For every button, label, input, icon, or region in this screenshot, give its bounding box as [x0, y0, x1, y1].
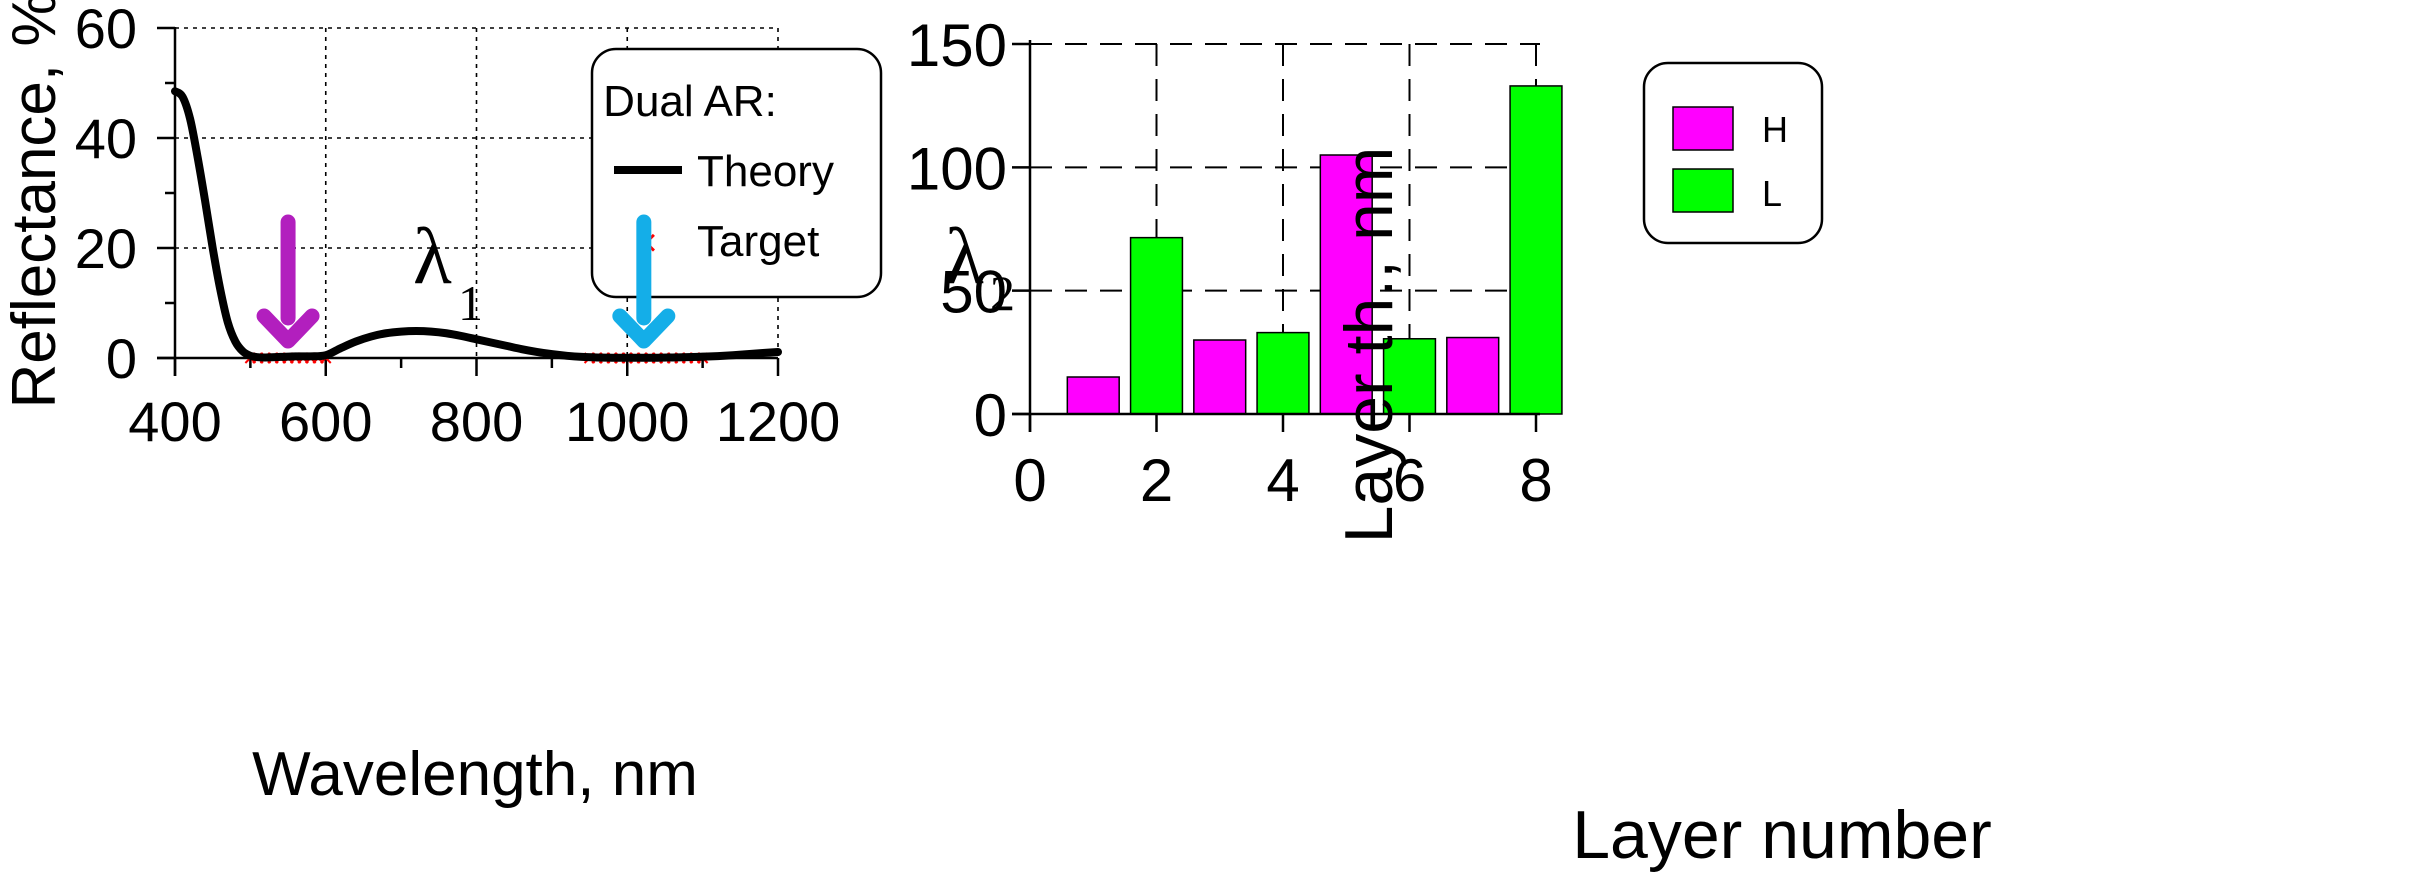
arrow-head: [612, 308, 676, 349]
y-tick-label: 0: [974, 382, 1007, 449]
lambda2-symbol: λ: [945, 213, 984, 301]
x-tick-label: 1200: [716, 390, 841, 453]
reflectance-y-tick-labels: 0 20 40 60: [75, 0, 137, 390]
bar-layer-4: [1256, 331, 1310, 415]
legend-target-label: Target: [697, 217, 819, 266]
y-tick-label: 0: [106, 327, 137, 390]
layer-thickness-chart: 0 2 4 6 8 0 50 100 150 Layer number Layer th., …: [907, 12, 1992, 873]
x-tick-label: 400: [128, 390, 221, 453]
bar-layer-5: [1319, 154, 1373, 415]
lambda1-annotation: λ 1: [256, 213, 483, 349]
layer-bars: [1066, 85, 1563, 415]
lambda1-symbol: λ: [413, 213, 452, 301]
theory-series-line: [171, 87, 782, 362]
y-axis-label: Reflectance, %: [0, 0, 69, 409]
lambda2-arrow: [612, 214, 676, 349]
bar-layer-6: [1382, 338, 1437, 415]
legend-l-label: L: [1762, 173, 1782, 214]
x-tick-label: 2: [1140, 447, 1173, 514]
legend-theory-label: Theory: [697, 147, 834, 196]
legend-h-swatch: [1672, 106, 1734, 151]
y-tick-label: 50: [940, 259, 1007, 326]
bar-layer-1: [1066, 376, 1120, 415]
bar-layer-8: [1509, 85, 1563, 415]
y-tick-label: 40: [75, 107, 137, 170]
reflectance-x-tick-labels: 400 600 800 1000 1200: [128, 390, 840, 453]
lambda1-subscript: 1: [458, 275, 483, 331]
layer-x-tick-labels: 0 2 4 6 8: [1013, 447, 1552, 514]
y-tick-label: 20: [75, 217, 137, 280]
bar-layer-3: [1193, 339, 1247, 415]
legend-box: [1642, 61, 1824, 245]
lambda1-arrow: [256, 214, 320, 349]
bar-layer-7: [1446, 336, 1500, 415]
x-tick-label: 8: [1519, 447, 1552, 514]
x-tick-label: 800: [430, 390, 523, 453]
x-tick-label: 600: [279, 390, 372, 453]
lambda2-annotation: λ 2: [612, 213, 1015, 349]
x-axis-label: Wavelength, nm: [252, 740, 698, 809]
legend-box: [590, 47, 883, 299]
layer-legend: H L: [1642, 61, 1824, 245]
x-tick-label: 1000: [565, 390, 690, 453]
y-tick-label: 100: [907, 135, 1007, 202]
x-tick-label: 6: [1393, 447, 1426, 514]
reflectance-legend: Dual AR: Theory × Target: [590, 47, 883, 299]
legend-h-label: H: [1762, 109, 1788, 150]
layer-y-tick-labels: 0 50 100 150: [907, 12, 1007, 449]
bar-layer-2: [1129, 236, 1184, 415]
y-tick-label: 60: [75, 0, 137, 60]
x-tick-label: 4: [1266, 447, 1299, 514]
lambda2-subscript: 2: [990, 265, 1015, 321]
legend-l-swatch: [1672, 168, 1734, 213]
layer-axes: [1012, 40, 1540, 432]
x-tick-label: 0: [1013, 447, 1046, 514]
layer-x-axis-label: Layer number: [1572, 797, 1992, 873]
arrow-head: [256, 308, 320, 349]
y-tick-label: 150: [907, 12, 1007, 79]
legend-title: Dual AR:: [603, 77, 777, 126]
layer-y-axis-label: Layer th., nm: [1331, 147, 1407, 544]
